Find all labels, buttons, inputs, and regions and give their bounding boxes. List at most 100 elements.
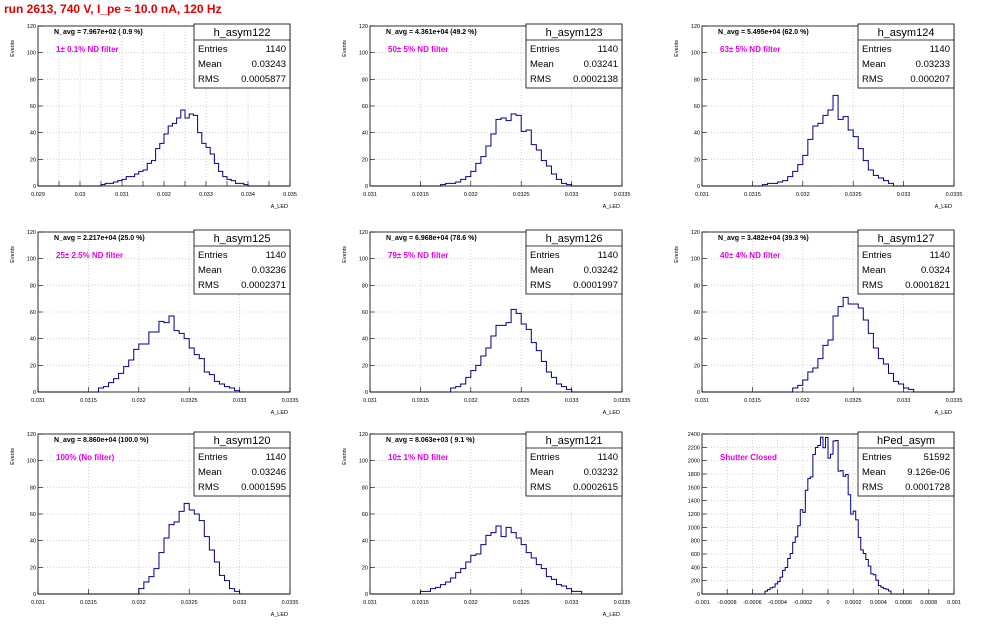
- y-tick-label: 100: [27, 257, 36, 263]
- y-tick-label: 60: [30, 104, 36, 110]
- stats-title: h_asym126: [546, 233, 603, 245]
- stats-value: 0.0002615: [573, 482, 618, 493]
- x-tick-label: 0.033: [897, 192, 911, 198]
- y-tick-label: 60: [362, 512, 368, 518]
- n-avg-label: N_avg = 7.967e+02 ( 0.9 %): [54, 29, 143, 36]
- x-tick-label: 0.032: [157, 192, 171, 198]
- x-tick-label: 0.0315: [80, 398, 97, 404]
- y-axis-label: Events: [342, 448, 348, 465]
- stats-label: Mean: [198, 265, 222, 276]
- y-tick-label: 60: [30, 512, 36, 518]
- histogram-panel-h_asym125: 0.031 0.0315 0.032 0.0325 0.033 0.0335 0 20 40 60…: [0, 220, 332, 420]
- filter-label: 50± 5% ND filter: [388, 45, 448, 54]
- y-tick-label: 100: [27, 459, 36, 465]
- stats-title: h_asym123: [546, 27, 603, 39]
- x-tick-label: 0.03: [75, 192, 86, 198]
- histogram-line: [702, 94, 954, 187]
- histogram-panel-h_asym123: 0.031 0.0315 0.032 0.0325 0.033 0.0335 0 20 40 60…: [332, 14, 664, 214]
- x-tick-label: 0.001: [947, 600, 961, 606]
- x-tick-label: 0.0335: [614, 192, 631, 198]
- x-tick-label: 0.033: [199, 192, 213, 198]
- y-tick-label: 40: [694, 131, 700, 137]
- x-axis-label: A_LED: [271, 410, 288, 416]
- y-tick-label: 120: [691, 24, 700, 30]
- y-tick-label: 100: [359, 51, 368, 57]
- stats-label: Entries: [862, 44, 892, 55]
- y-axis-label: Events: [10, 448, 16, 465]
- y-tick-label: 0: [33, 184, 36, 190]
- x-tick-label: 0.033: [233, 600, 247, 606]
- y-tick-label: 120: [359, 24, 368, 30]
- n-avg-label: N_avg = 5.495e+04 (62.0 %): [718, 29, 809, 36]
- n-avg-label: N_avg = 8.860e+04 (100.0 %): [54, 437, 149, 444]
- y-tick-label: 60: [694, 310, 700, 316]
- x-tick-label: 0.032: [464, 192, 478, 198]
- y-tick-label: 60: [694, 104, 700, 110]
- page-title: run 2613, 740 V, I_pe ≈ 10.0 nA, 120 Hz: [4, 2, 222, 16]
- stats-value: 1140: [598, 44, 618, 55]
- histogram-panel-h_asym126: 0.031 0.0315 0.032 0.0325 0.033 0.0335 0 20 40 60…: [332, 220, 664, 420]
- stats-label: Entries: [198, 250, 228, 261]
- x-tick-label: 0.0008: [920, 600, 937, 606]
- x-tick-label: 0.0335: [282, 398, 299, 404]
- stats-label: RMS: [198, 482, 219, 493]
- y-tick-label: 120: [27, 24, 36, 30]
- stats-label: Mean: [198, 59, 222, 70]
- stats-label: RMS: [530, 482, 551, 493]
- x-tick-label: 0.0335: [946, 398, 963, 404]
- stats-box: [193, 431, 291, 497]
- y-tick-label: 20: [30, 565, 36, 571]
- x-tick-label: 0.033: [897, 398, 911, 404]
- histogram-svg: -0.001 -0.0008 -0.0006 -0.0004 -0.0002 0 0.000…: [688, 431, 961, 606]
- x-axis-label: A_LED: [271, 612, 288, 618]
- y-tick-label: 0: [33, 390, 36, 396]
- histogram-svg: 0.031 0.0315 0.032 0.0325 0.033 0.0335 0 20 40 60…: [342, 229, 631, 416]
- stats-title: h_asym120: [214, 435, 271, 447]
- histogram-panel-h_asym122: 0.029 0.03 0.031 0.032 0.033 0.034 0.035 0 20 40 6…: [0, 14, 332, 214]
- y-tick-label: 80: [362, 77, 368, 83]
- stats-label: RMS: [198, 74, 219, 85]
- stats-label: Mean: [198, 467, 222, 478]
- y-tick-label: 0: [365, 592, 368, 598]
- y-tick-label: 20: [30, 157, 36, 163]
- stats-label: Mean: [530, 467, 554, 478]
- histogram-svg: 0.031 0.0315 0.032 0.0325 0.033 0.0335 0 20 40 60…: [342, 23, 631, 210]
- x-tick-label: 0.0335: [614, 600, 631, 606]
- x-tick-label: 0.0006: [895, 600, 912, 606]
- histogram-svg: 0.031 0.0315 0.032 0.0325 0.033 0.0335 0 20 40 60…: [674, 229, 963, 416]
- y-tick-label: 600: [691, 552, 700, 558]
- y-tick-label: 40: [362, 131, 368, 137]
- y-tick-label: 100: [359, 257, 368, 263]
- stats-label: Entries: [530, 452, 560, 463]
- x-tick-label: -0.0008: [718, 600, 737, 606]
- stats-label: Mean: [862, 59, 886, 70]
- filter-label: 1± 0.1% ND filter: [56, 45, 119, 54]
- stats-label: Mean: [862, 467, 886, 478]
- stats-value: 0.03236: [252, 265, 286, 276]
- x-tick-label: 0.033: [565, 398, 579, 404]
- stats-box: [857, 431, 955, 497]
- x-tick-label: 0.0315: [744, 192, 761, 198]
- y-tick-label: 2200: [688, 445, 700, 451]
- stats-box: [525, 431, 623, 497]
- y-tick-label: 400: [691, 565, 700, 571]
- x-tick-label: 0.032: [464, 398, 478, 404]
- stats-label: Mean: [862, 265, 886, 276]
- stats-value: 0.03243: [252, 59, 286, 70]
- filter-label: 79± 5% ND filter: [388, 251, 448, 260]
- x-tick-label: 0.034: [241, 192, 255, 198]
- stats-title: hPed_asym: [877, 435, 935, 447]
- y-tick-label: 40: [362, 337, 368, 343]
- filter-label: 40± 4% ND filter: [720, 251, 780, 260]
- y-tick-label: 1200: [688, 512, 700, 518]
- stats-title: h_asym121: [546, 435, 603, 447]
- y-tick-label: 80: [30, 283, 36, 289]
- y-tick-label: 40: [30, 539, 36, 545]
- histogram-line: [370, 525, 622, 595]
- stats-value: 1140: [930, 44, 950, 55]
- x-tick-label: 0.031: [115, 192, 129, 198]
- x-tick-label: 0.0335: [614, 398, 631, 404]
- y-tick-label: 80: [694, 77, 700, 83]
- x-tick-label: 0.032: [796, 192, 810, 198]
- y-tick-label: 80: [694, 283, 700, 289]
